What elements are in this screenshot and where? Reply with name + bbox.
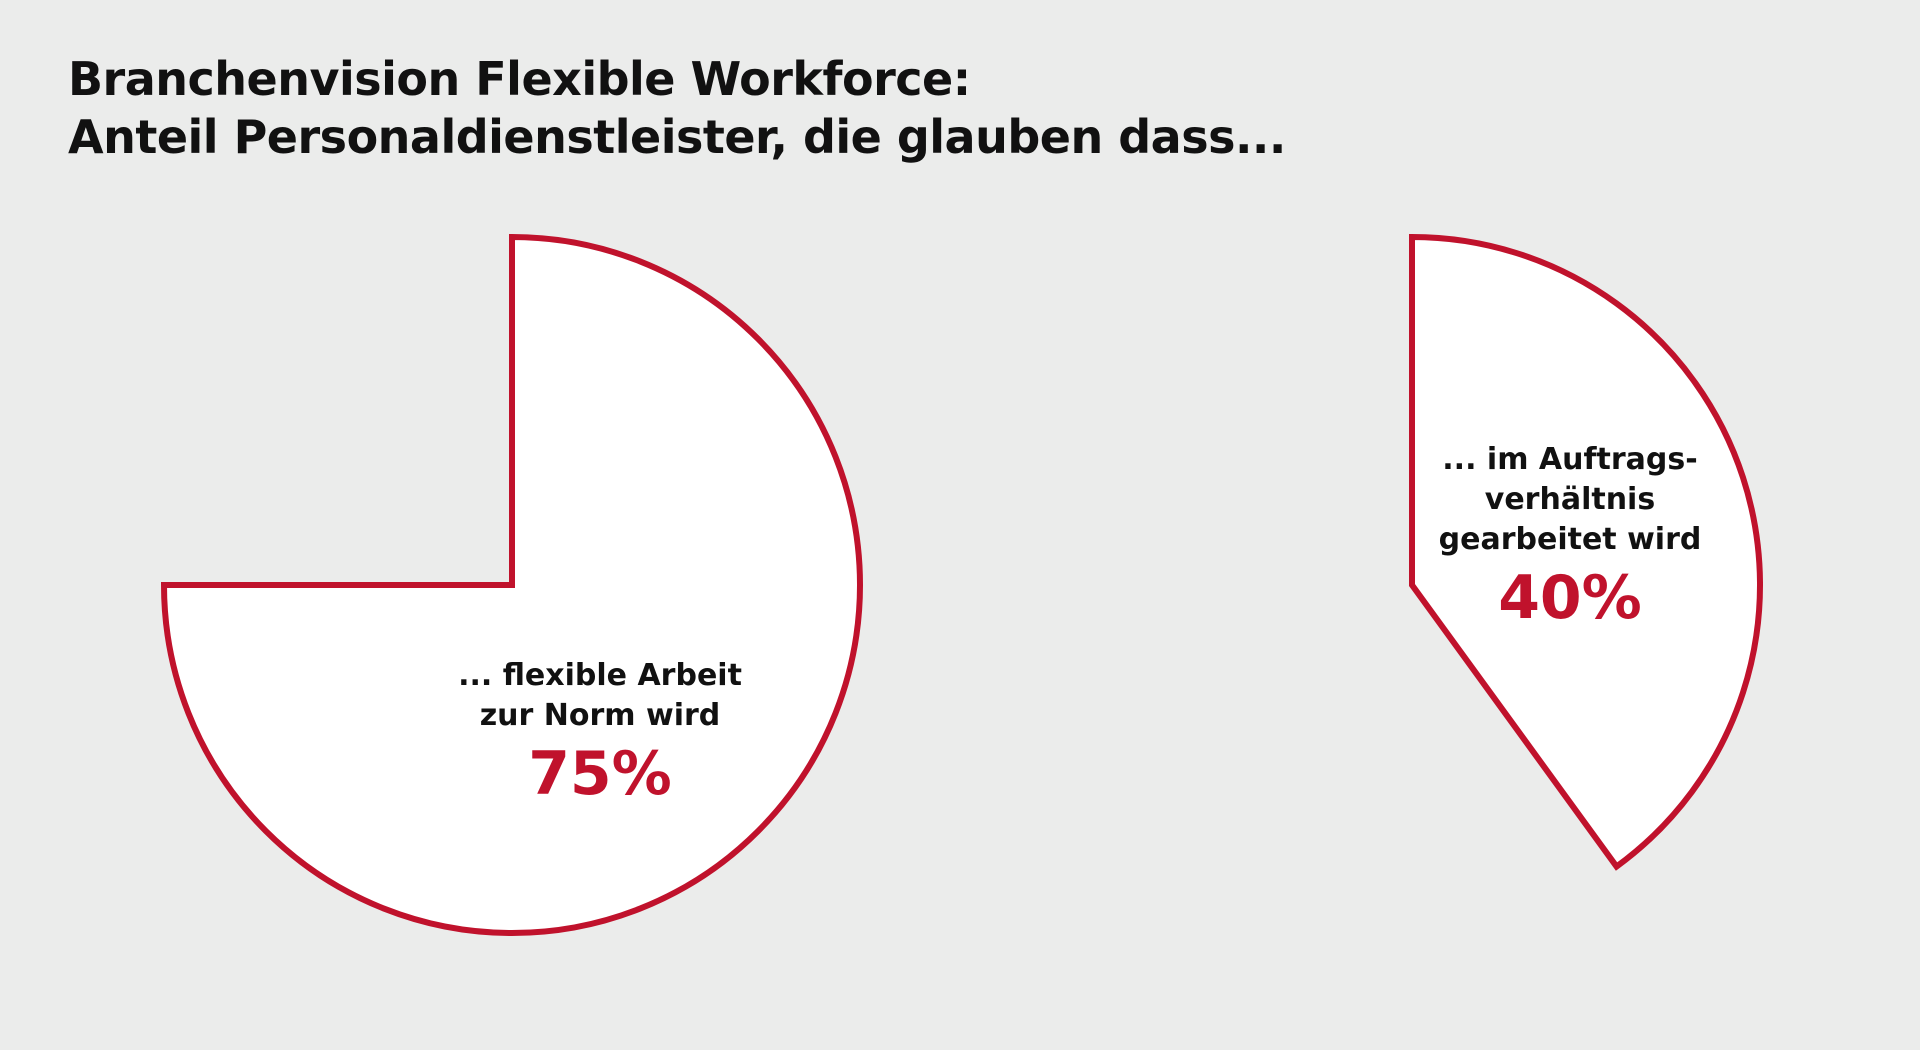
pie-2-label-line-2: verhältnis [1484, 482, 1656, 517]
title-line-2: Anteil Personaldienstleister, die glaube… [68, 110, 1286, 164]
pie-2-label-line-1: ... im Auftrags- [1442, 442, 1698, 477]
pie-1-label-line-1: ... flexible Arbeit [458, 658, 742, 693]
pie-2-label: ... im Auftrags- verhältnis gearbeitet w… [1420, 440, 1720, 634]
pie-1-label: ... flexible Arbeit zur Norm wird 75% [450, 656, 750, 810]
pie-slice-1 [160, 233, 863, 936]
pie-1-value: 75% [528, 739, 672, 809]
chart-title: Branchenvision Flexible Workforce: Antei… [68, 50, 1286, 166]
title-line-1: Branchenvision Flexible Workforce: [68, 52, 971, 106]
pie-2-value: 40% [1498, 563, 1642, 633]
pie-slice-2 [1409, 233, 1763, 871]
pie-1-label-line-2: zur Norm wird [479, 698, 721, 733]
pie-2-label-line-3: gearbeitet wird [1438, 522, 1702, 557]
